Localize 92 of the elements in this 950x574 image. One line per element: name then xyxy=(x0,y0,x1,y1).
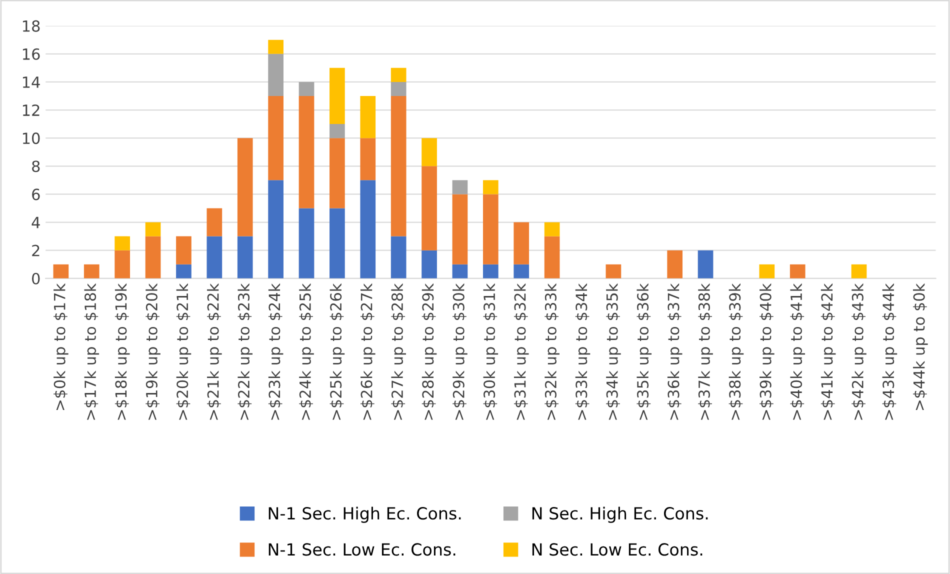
bar xyxy=(114,236,130,250)
bar xyxy=(422,166,437,250)
x-tick-label: >$34k up to $35k xyxy=(606,283,621,420)
bar xyxy=(84,264,100,278)
bar xyxy=(851,264,867,278)
bar xyxy=(698,250,714,278)
bar xyxy=(237,138,253,236)
bar xyxy=(483,264,498,278)
x-tick-label: >$28k up to $29k xyxy=(422,283,437,420)
bar xyxy=(176,264,192,278)
legend-label: N Sec. Low Ec. Cons. xyxy=(532,543,702,556)
bar xyxy=(298,82,314,96)
x-tick-label: >$29k up to $30k xyxy=(452,283,468,420)
x-tick-label: >$30k up to $31k xyxy=(483,283,498,420)
x-tick-label: >$36k up to $37k xyxy=(667,283,682,420)
bar xyxy=(330,68,345,124)
x-tick-label: >$39k up to $40k xyxy=(760,283,774,420)
x-tick-label: >$0k up to $17k xyxy=(54,283,68,410)
bar xyxy=(606,264,622,278)
bar xyxy=(390,82,406,96)
x-tick-label: >$20k up to $21k xyxy=(176,283,192,420)
bar xyxy=(330,208,345,278)
bar xyxy=(237,236,253,278)
bar xyxy=(390,68,406,82)
bar xyxy=(483,194,498,264)
y-tick-label: 12 xyxy=(22,104,40,116)
x-tick-label: >$43k up to $44k xyxy=(882,283,898,420)
bar xyxy=(514,222,530,264)
x-tick-label: >$44k up to $0k xyxy=(913,283,928,410)
bar xyxy=(360,96,376,138)
x-tick-label: >$35k up to $36k xyxy=(636,283,652,420)
x-tick-label: >$42k up to $43k xyxy=(852,283,866,420)
x-tick-label: >$19k up to $20k xyxy=(146,283,160,420)
bar xyxy=(667,250,683,278)
bar xyxy=(176,236,192,264)
y-tick-label: 6 xyxy=(32,188,40,200)
bar xyxy=(360,180,376,278)
bar xyxy=(298,208,314,278)
bar xyxy=(268,40,284,54)
x-tick-label: >$40k up to $41k xyxy=(790,283,806,420)
bar xyxy=(330,124,345,138)
bar xyxy=(206,236,222,278)
bar xyxy=(452,194,468,264)
x-tick-label: >$18k up to $19k xyxy=(114,283,130,420)
legend-label: N-1 Sec. Low Ec. Cons. xyxy=(268,543,456,556)
legend-label: N-1 Sec. High Ec. Cons. xyxy=(268,506,461,523)
bar xyxy=(514,264,530,278)
bar xyxy=(114,250,130,278)
x-tick-label: >$38k up to $39k xyxy=(728,283,744,420)
bar xyxy=(360,138,376,180)
legend-label: N Sec. High Ec. Cons. xyxy=(532,506,708,523)
x-tick-label: >$37k up to $38k xyxy=(698,283,713,420)
bar xyxy=(544,236,560,278)
x-tick-label: >$27k up to $28k xyxy=(391,283,406,420)
x-tick-label: >$33k up to $34k xyxy=(575,283,590,420)
y-tick-label: 10 xyxy=(22,132,40,144)
bar xyxy=(145,222,161,236)
y-tick-label: 8 xyxy=(32,160,40,172)
bar xyxy=(330,138,345,208)
bar xyxy=(268,96,284,180)
x-tick-label: >$26k up to $27k xyxy=(360,283,376,420)
bar xyxy=(298,96,314,208)
x-tick-label: >$25k up to $26k xyxy=(330,283,345,420)
x-tick-label: >$32k up to $33k xyxy=(544,283,560,420)
x-tick-label: >$24k up to $25k xyxy=(299,283,314,420)
x-tick-label: >$21k up to $22k xyxy=(207,283,222,420)
y-tick-label: 2 xyxy=(32,244,40,256)
x-tick-label: >$23k up to $24k xyxy=(268,283,284,420)
bar xyxy=(206,208,222,236)
bar xyxy=(790,264,806,278)
bar xyxy=(544,222,560,236)
bar xyxy=(483,180,498,194)
bar xyxy=(53,264,69,278)
x-tick-label: >$41k up to $42k xyxy=(820,283,836,420)
y-tick-label: 0 xyxy=(32,272,40,284)
bar xyxy=(452,180,468,194)
y-tick-label: 4 xyxy=(32,216,40,228)
bar xyxy=(422,138,437,166)
y-tick-label: 16 xyxy=(22,48,40,60)
bar xyxy=(452,264,468,278)
bar xyxy=(390,236,406,278)
bar xyxy=(759,264,775,278)
y-tick-label: 18 xyxy=(22,20,40,32)
x-tick-label: >$22k up to $23k xyxy=(238,283,253,420)
bar xyxy=(268,54,284,96)
x-tick-label: >$31k up to $32k xyxy=(514,283,529,420)
bar xyxy=(390,96,406,236)
bar xyxy=(145,236,161,278)
bar xyxy=(422,250,437,278)
y-tick-label: 14 xyxy=(22,76,40,88)
bar xyxy=(268,180,284,278)
x-tick-label: >$17k up to $18k xyxy=(84,283,100,420)
